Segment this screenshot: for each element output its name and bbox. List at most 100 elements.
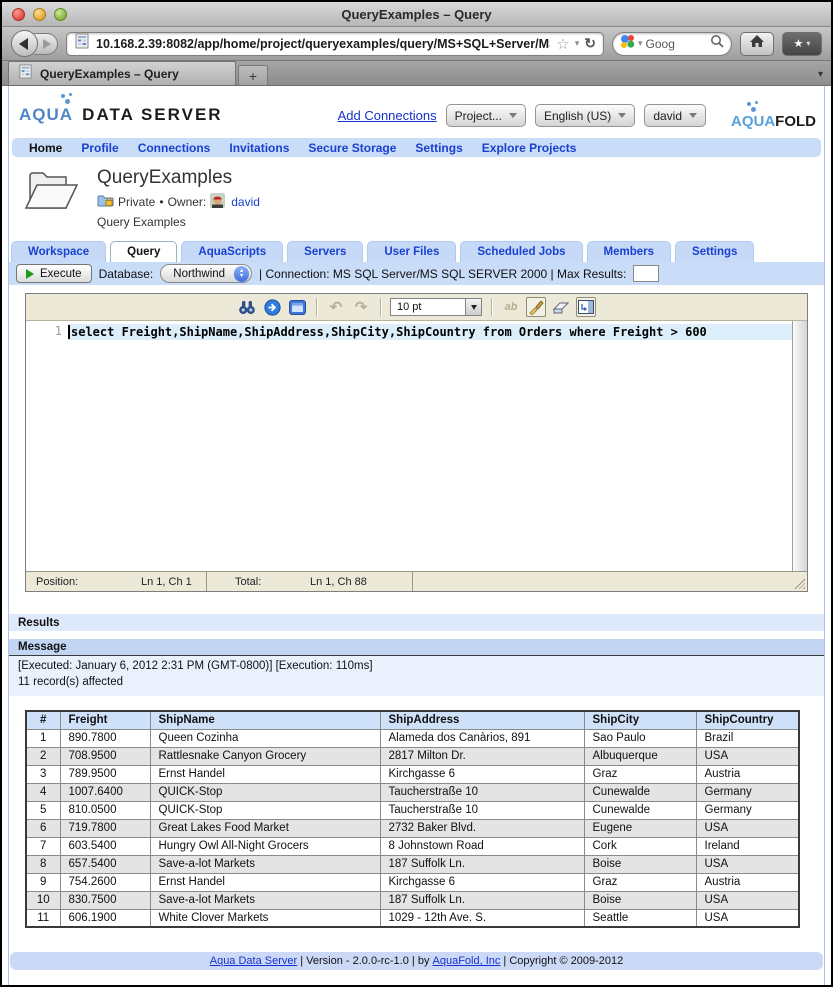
cell-index: 4	[25, 782, 61, 802]
tab-workspace[interactable]: Workspace	[11, 241, 107, 262]
panel-icon[interactable]	[287, 297, 307, 317]
tab-servers[interactable]: Servers	[287, 241, 364, 262]
cell-index: 9	[25, 872, 61, 892]
minimize-window-button[interactable]	[33, 8, 46, 21]
chevron-down-icon	[508, 113, 517, 118]
find-icon[interactable]	[237, 297, 257, 317]
owner-link[interactable]: david	[231, 195, 260, 209]
position-value: Ln 1, Ch 1	[141, 575, 192, 588]
url-text[interactable]: 10.168.2.39:8082/app/home/project/querye…	[96, 36, 551, 51]
nav-item-profile[interactable]: Profile	[81, 140, 119, 155]
browser-tab[interactable]: QueryExamples – Query	[8, 61, 236, 85]
table-row[interactable]: 3 789.9500 Ernst Handel Kirchgasse 6 Graz Aus…	[25, 764, 800, 784]
table-row[interactable]: 5 810.0500 QUICK-Stop Taucherstraße 10 Cunew…	[25, 800, 800, 820]
table-row[interactable]: 4 1007.6400 QUICK-Stop Taucherstraße 10 Cune…	[25, 782, 800, 802]
nav-item-invitations[interactable]: Invitations	[229, 140, 290, 155]
page-footer: Aqua Data Server | Version - 2.0.0-rc-1.…	[10, 952, 823, 970]
bookmark-page-icon[interactable]: ☆	[556, 35, 570, 53]
tab-user-files[interactable]: User Files	[367, 241, 457, 262]
table-row[interactable]: 1 890.7800 Queen Cozinha Alameda dos Canàri…	[25, 728, 800, 748]
search-bar[interactable]: ▾ Goog	[612, 31, 732, 56]
table-row[interactable]: 8 657.5400 Save-a-lot Markets 187 Suffolk L…	[25, 854, 800, 874]
new-tab-button[interactable]: +	[238, 65, 268, 85]
code-area[interactable]: select Freight,ShipName,ShipAddress,Ship…	[68, 321, 792, 571]
tab-overflow-icon[interactable]: ▾	[817, 69, 823, 80]
back-button[interactable]	[11, 30, 38, 57]
table-row[interactable]: 6 719.7800 Great Lakes Food Market 2732 Bak…	[25, 818, 800, 838]
home-button[interactable]	[740, 31, 774, 56]
bookmarks-button[interactable]: ★ ▾	[782, 31, 822, 56]
col-header-shipcountry[interactable]: ShipCountry	[695, 710, 800, 730]
table-row[interactable]: 10 830.7500 Save-a-lot Markets 187 Suffolk …	[25, 890, 800, 910]
font-size-select[interactable]: 10 pt	[390, 298, 482, 316]
format-sql-icon[interactable]	[526, 297, 546, 317]
nav-item-connections[interactable]: Connections	[137, 140, 211, 155]
tab-members[interactable]: Members	[586, 241, 672, 262]
tab-query[interactable]: Query	[110, 241, 178, 262]
table-row[interactable]: 9 754.2600 Ernst Handel Kirchgasse 6 Graz Aus…	[25, 872, 800, 892]
footer-aqua-data-server-link[interactable]: Aqua Data Server	[209, 955, 298, 967]
aquafold-logo: AQUAFOLD	[731, 101, 816, 130]
cell-index: 6	[25, 818, 61, 838]
resize-handle[interactable]	[794, 578, 805, 589]
col-header-shipname[interactable]: ShipName	[149, 710, 381, 730]
goto-line-icon[interactable]	[262, 297, 282, 317]
records-affected: 11 record(s) affected	[18, 676, 124, 688]
spellcheck-icon[interactable]: ab	[504, 301, 518, 313]
browser-toolbar: 10.168.2.39:8082/app/home/project/querye…	[2, 27, 831, 61]
redo-icon[interactable]: ↷	[354, 299, 368, 316]
code-line-current[interactable]: select Freight,ShipName,ShipAddress,Ship…	[68, 324, 792, 340]
col-header-freight[interactable]: Freight	[59, 710, 151, 730]
tab-scheduled-jobs[interactable]: Scheduled Jobs	[460, 241, 583, 262]
language-dropdown[interactable]: English (US)	[534, 104, 636, 127]
cell-shipaddress: 187 Suffolk Ln.	[379, 890, 585, 910]
tab-settings[interactable]: Settings	[675, 241, 755, 262]
add-connections-link[interactable]: Add Connections	[337, 108, 437, 123]
cell-shipname: Ernst Handel	[149, 764, 381, 784]
close-window-button[interactable]	[12, 8, 25, 21]
editor-body[interactable]: 1 select Freight,ShipName,ShipAddress,Sh…	[26, 321, 807, 571]
nav-item-explore-projects[interactable]: Explore Projects	[481, 140, 577, 155]
nav-item-settings[interactable]: Settings	[415, 140, 463, 155]
url-bar[interactable]: 10.168.2.39:8082/app/home/project/querye…	[66, 31, 604, 56]
col-header-shipaddress[interactable]: ShipAddress	[379, 710, 585, 730]
history-nav	[11, 30, 58, 57]
url-dropdown-icon[interactable]: ▾	[574, 38, 580, 48]
dock-layout-icon[interactable]	[576, 297, 596, 317]
editor-scrollbar[interactable]	[792, 321, 807, 571]
table-row[interactable]: 2 708.9500 Rattlesnake Canyon Grocery 2817 …	[25, 746, 800, 766]
col-header-index[interactable]: #	[25, 710, 61, 730]
forward-button[interactable]	[34, 32, 58, 55]
nav-item-secure-storage[interactable]: Secure Storage	[308, 140, 397, 155]
project-dropdown-value: Project...	[454, 108, 502, 123]
footer-text: | Version - 2.0.0-rc-1.0 | by	[297, 955, 433, 967]
text-cursor	[68, 325, 70, 339]
line-number-gutter: 1	[26, 321, 68, 571]
nav-item-home[interactable]: Home	[29, 140, 63, 155]
project-dropdown[interactable]: Project...	[445, 104, 526, 127]
zoom-window-button[interactable]	[54, 8, 67, 21]
cell-freight: 603.5400	[59, 836, 151, 856]
cell-index: 10	[25, 890, 61, 910]
reload-icon[interactable]: ↻	[584, 35, 596, 51]
cell-shipname: Ernst Handel	[149, 872, 381, 892]
tab-aquascripts[interactable]: AquaScripts	[181, 241, 284, 262]
footer-aquafold-link[interactable]: AquaFold, Inc	[432, 955, 501, 967]
database-select[interactable]: Northwind ▲ ▼	[160, 264, 253, 283]
table-row[interactable]: 11 606.1900 White Clover Markets 1029 - 12t…	[25, 908, 800, 928]
table-row[interactable]: 7 603.5400 Hungry Owl All-Night Grocers 8 J…	[25, 836, 800, 856]
max-results-input[interactable]	[633, 265, 660, 282]
execute-button[interactable]: Execute	[16, 264, 92, 283]
user-dropdown[interactable]: david	[644, 104, 706, 127]
logo-aqua-text: AQUA	[19, 105, 73, 124]
col-header-shipcity[interactable]: ShipCity	[583, 710, 697, 730]
main-nav: Home Profile Connections Invitations Sec…	[12, 138, 821, 157]
font-size-dropdown-button[interactable]	[465, 299, 481, 315]
search-input[interactable]: Goog	[645, 36, 675, 51]
eraser-icon[interactable]	[551, 297, 571, 317]
sql-text: select Freight,ShipName,ShipAddress,Ship…	[71, 325, 707, 339]
search-engine-dropdown-icon[interactable]: ▾	[638, 38, 643, 48]
play-icon	[26, 268, 34, 279]
undo-icon[interactable]: ↶	[329, 299, 343, 316]
